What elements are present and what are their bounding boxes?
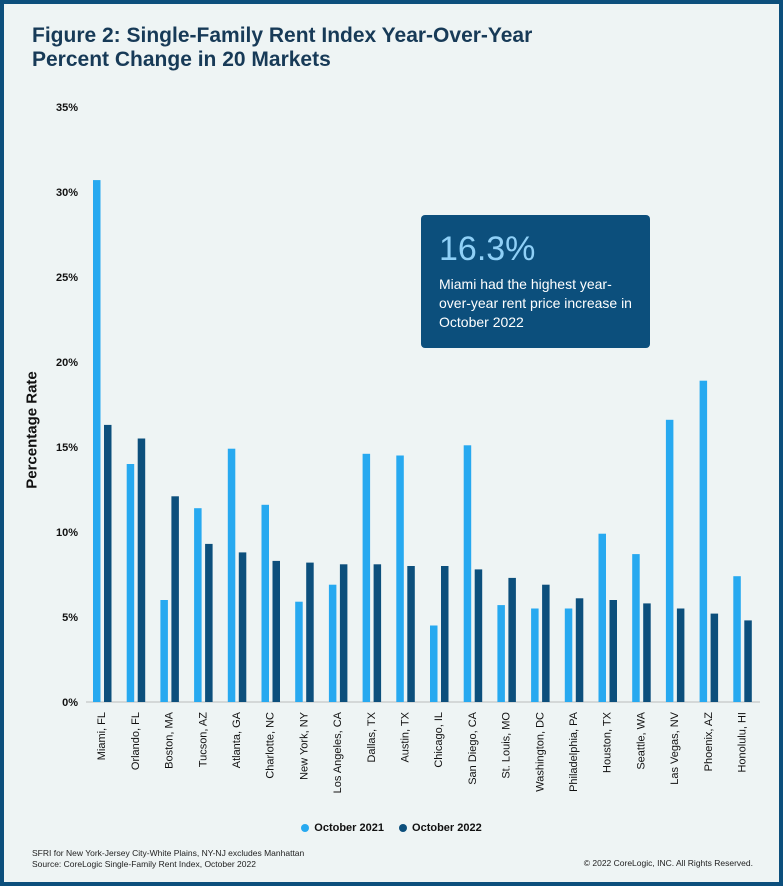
bar-charlotte-nc-october-2022 xyxy=(272,560,280,702)
bar-philadelphia-pa-october-2022 xyxy=(575,598,584,702)
legend-item-2022: October 2022 xyxy=(399,822,482,834)
x-tick-label-miami-fl: Miami, FL xyxy=(96,712,108,760)
bar-san-diego-ca-october-2022 xyxy=(474,569,483,702)
bar-los-angeles-ca-october-2021 xyxy=(328,584,337,702)
bar-orlando-fl-october-2022 xyxy=(137,438,146,702)
legend-item-2021: October 2021 xyxy=(301,822,384,834)
y-tick-label: 20% xyxy=(56,357,78,369)
bar-philadelphia-pa-october-2021 xyxy=(564,608,573,702)
legend-label-2022: October 2022 xyxy=(412,822,482,834)
bar-seattle-wa-october-2022 xyxy=(643,603,651,702)
bar-los-angeles-ca-october-2022 xyxy=(339,564,348,702)
x-tick-label-las-vegas-nv: Las Vegas, NV xyxy=(669,711,681,784)
y-tick-label: 35% xyxy=(56,102,78,114)
bar-seattle-wa-october-2021 xyxy=(632,554,640,702)
x-tick-label-honolulu-hi: Honolulu, HI xyxy=(736,712,748,773)
x-tick-label-charlotte-nc: Charlotte, NC xyxy=(265,712,277,779)
bar-miami-fl-october-2021 xyxy=(93,180,101,703)
x-tick-label-houston-tx: Houston, TX xyxy=(602,711,614,773)
bar-new-york-ny-october-2022 xyxy=(306,562,314,702)
x-tick-label-austin-tx: Austin, TX xyxy=(399,711,411,762)
callout-text: Miami had the highest year-over-year ren… xyxy=(439,276,632,330)
bar-phoenix-az-october-2022 xyxy=(710,613,719,702)
x-tick-label-tucson-az: Tucson, AZ xyxy=(197,712,209,768)
bar-new-york-ny-october-2021 xyxy=(295,601,303,702)
bar-boston-ma-october-2021 xyxy=(160,600,168,702)
y-tick-label: 5% xyxy=(62,612,78,624)
highlight-callout: 16.3% Miami had the highest year-over-ye… xyxy=(421,215,650,348)
footnote-line-1: SFRI for New York-Jersey City-White Plai… xyxy=(32,848,305,858)
bar-orlando-fl-october-2021 xyxy=(126,464,135,702)
bar-charlotte-nc-october-2021 xyxy=(261,504,269,702)
bar-st-louis-mo-october-2022 xyxy=(508,577,516,702)
x-tick-label-st-louis-mo: St. Louis, MO xyxy=(501,712,513,779)
legend-swatch-2022 xyxy=(399,824,408,832)
bar-st-louis-mo-october-2021 xyxy=(497,605,505,702)
y-tick-label: 25% xyxy=(56,272,78,284)
bar-washington-dc-october-2021 xyxy=(531,608,539,702)
x-tick-label-seattle-wa: Seattle, WA xyxy=(635,711,647,769)
legend: October 2021 October 2022 xyxy=(0,822,783,835)
bar-honolulu-hi-october-2021 xyxy=(733,576,741,702)
copyright: © 2022 CoreLogic, INC. All Rights Reserv… xyxy=(583,858,753,868)
bar-atlanta-ga-october-2022 xyxy=(238,552,247,702)
bar-austin-tx-october-2022 xyxy=(407,566,415,702)
chart-frame xyxy=(4,4,779,882)
x-tick-label-los-angeles-ca: Los Angeles, CA xyxy=(332,711,344,793)
bar-miami-fl-october-2022 xyxy=(104,424,112,702)
y-tick-label: 10% xyxy=(56,527,78,539)
bar-washington-dc-october-2022 xyxy=(542,584,550,702)
x-tick-label-boston-ma: Boston, MA xyxy=(164,711,176,769)
chart-title: Figure 2: Single-Family Rent Index Year-… xyxy=(32,24,533,71)
bar-chicago-il-october-2022 xyxy=(441,566,449,702)
x-tick-label-phoenix-az: Phoenix, AZ xyxy=(703,712,715,772)
x-tick-label-san-diego-ca: San Diego, CA xyxy=(467,711,479,784)
legend-label-2021: October 2021 xyxy=(314,822,384,834)
bar-las-vegas-nv-october-2022 xyxy=(676,608,685,702)
y-tick-label: 0% xyxy=(62,697,78,709)
bar-chicago-il-october-2021 xyxy=(430,625,438,702)
bar-boston-ma-october-2022 xyxy=(171,496,179,702)
bar-dallas-tx-october-2022 xyxy=(373,564,382,702)
footnote: SFRI for New York-Jersey City-White Plai… xyxy=(32,848,304,870)
x-tick-label-philadelphia-pa: Philadelphia, PA xyxy=(568,711,580,792)
x-tick-label-washington-dc: Washington, DC xyxy=(534,712,546,792)
legend-swatch-2021 xyxy=(301,824,310,832)
y-tick-label: 30% xyxy=(56,187,78,199)
x-tick-label-dallas-tx: Dallas, TX xyxy=(366,711,378,762)
bar-atlanta-ga-october-2021 xyxy=(227,448,236,702)
bar-san-diego-ca-october-2021 xyxy=(463,445,472,702)
x-tick-label-orlando-fl: Orlando, FL xyxy=(130,712,142,770)
bar-tucson-az-october-2021 xyxy=(194,508,202,702)
bar-houston-tx-october-2021 xyxy=(598,533,606,702)
callout-value: 16.3% xyxy=(439,230,536,268)
x-tick-label-atlanta-ga: Atlanta, GA xyxy=(231,711,243,768)
bar-dallas-tx-october-2021 xyxy=(362,453,371,702)
footnote-source: Source: CoreLogic Single-Family Rent Ind… xyxy=(32,859,256,869)
bar-las-vegas-nv-october-2021 xyxy=(665,419,674,702)
bar-tucson-az-october-2022 xyxy=(205,543,213,702)
bar-houston-tx-october-2022 xyxy=(609,600,617,702)
x-tick-label-new-york-ny: New York, NY xyxy=(298,711,310,780)
bar-honolulu-hi-october-2022 xyxy=(744,620,752,702)
bar-austin-tx-october-2021 xyxy=(396,455,404,702)
bar-phoenix-az-october-2021 xyxy=(699,380,708,702)
x-tick-label-chicago-il: Chicago, IL xyxy=(433,712,445,768)
y-tick-label: 15% xyxy=(56,442,78,454)
